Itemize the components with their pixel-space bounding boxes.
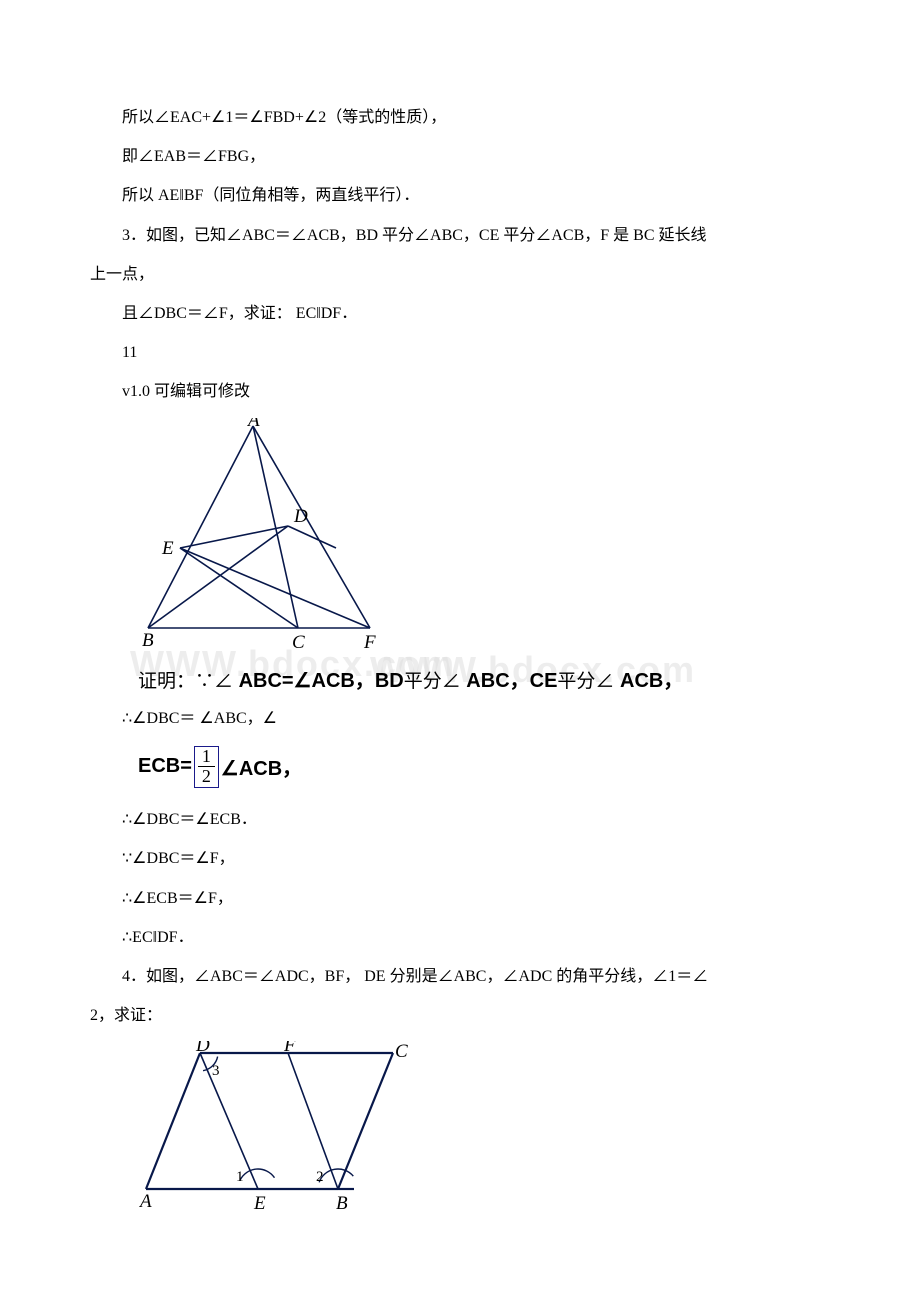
svg-text:1: 1 — [236, 1169, 244, 1185]
svg-text:A: A — [246, 418, 260, 431]
problem-4: 4．如图，∠ABC＝∠ADC，BF， DE 分别是∠ABC，∠ADC 的角平分线… — [90, 959, 830, 1033]
line-11: ∴∠DBC＝∠ECB． — [90, 802, 830, 837]
proof-line-1: 证明：∵∠ ABC=∠ACB，BD平分∠ ABC，CE平分∠ ACB， — [138, 661, 830, 701]
line-13: ∴∠ECB＝∠F， — [90, 881, 830, 916]
svg-text:E: E — [161, 538, 174, 559]
diagram-1: A B C F E D — [138, 418, 830, 655]
page-number: 11 — [90, 335, 830, 370]
svg-text:D: D — [293, 506, 308, 527]
svg-text:F: F — [363, 632, 376, 650]
svg-text:D: D — [195, 1041, 210, 1056]
svg-text:A: A — [138, 1191, 152, 1212]
line-14: ∴EC‖DF． — [90, 920, 830, 955]
line-12: ∵∠DBC＝∠F， — [90, 841, 830, 876]
svg-text:3: 3 — [212, 1063, 220, 1079]
quad-diagram-svg: D F C A E B 1 2 3 — [138, 1041, 418, 1216]
fraction-line: ECB= 1 2 ∠ACB， — [138, 746, 830, 789]
line-4b: 上一点， — [90, 257, 830, 292]
line-5: 且∠DBC＝∠F，求证： EC‖DF． — [90, 296, 830, 331]
diagram-2: D F C A E B 1 2 3 — [138, 1041, 830, 1221]
line-15: 4．如图，∠ABC＝∠ADC，BF， DE 分别是∠ABC，∠ADC 的角平分线… — [90, 959, 830, 994]
line-2: 即∠EAB＝∠FBG， — [90, 139, 830, 174]
problem-3: 3．如图，已知∠ABC＝∠ACB，BD 平分∠ABC，CE 平分∠ACB，F 是… — [90, 218, 830, 292]
line-15b: 2，求证： — [90, 998, 830, 1033]
svg-text:C: C — [395, 1041, 408, 1062]
line-1: 所以∠EAC+∠1＝∠FBD+∠2（等式的性质）， — [90, 100, 830, 135]
line-9: ∴∠DBC＝ ∠ABC，∠ — [90, 701, 830, 736]
svg-text:B: B — [336, 1193, 348, 1214]
svg-text:F: F — [283, 1041, 296, 1056]
triangle-diagram-svg: A B C F E D — [138, 418, 388, 650]
svg-text:2: 2 — [316, 1169, 324, 1185]
fraction-half: 1 2 — [194, 746, 219, 789]
line-4: 3．如图，已知∠ABC＝∠ACB，BD 平分∠ABC，CE 平分∠ACB，F 是… — [90, 218, 830, 253]
svg-text:B: B — [142, 630, 154, 650]
svg-text:C: C — [292, 632, 305, 650]
version-note: v1.0 可编辑可修改 — [90, 374, 830, 409]
svg-text:E: E — [253, 1193, 266, 1214]
line-3: 所以 AE‖BF（同位角相等，两直线平行）． — [90, 178, 830, 213]
